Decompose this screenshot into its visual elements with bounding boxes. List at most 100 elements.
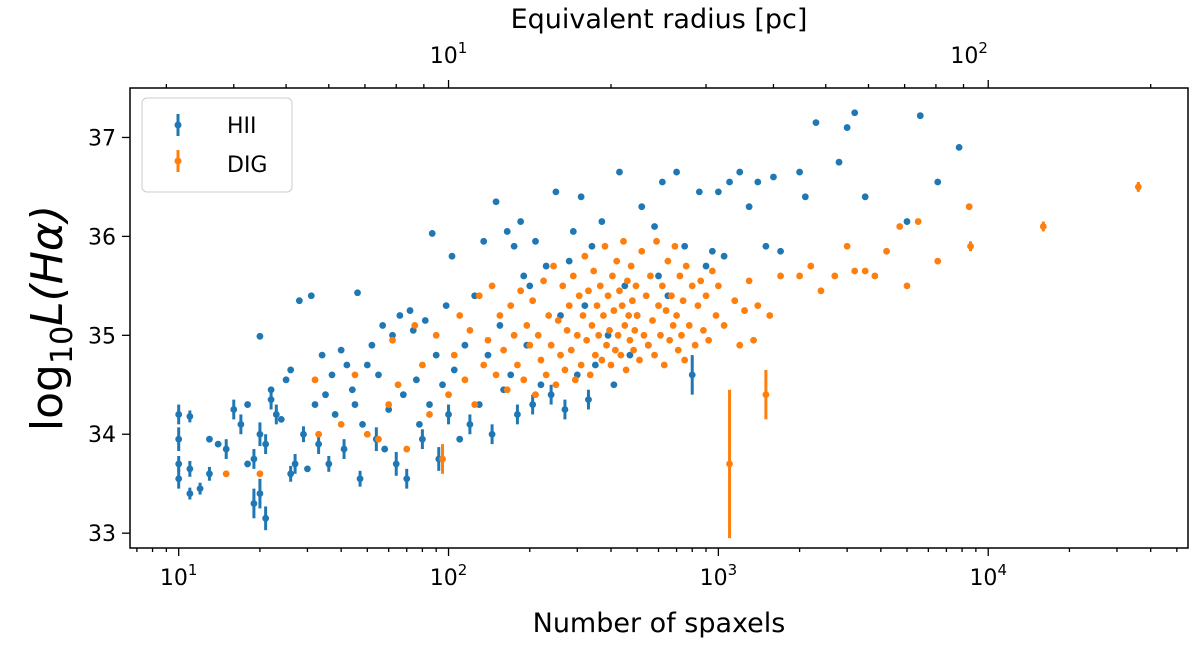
hii-point: [426, 401, 433, 408]
data-point: [585, 396, 592, 404]
hii-point: [331, 411, 339, 418]
data-point: [653, 237, 660, 245]
dig-point: [750, 336, 757, 344]
data-point: [662, 307, 670, 314]
hii-point: [399, 391, 407, 399]
data-point: [256, 332, 264, 340]
hii-point: [287, 465, 295, 482]
data-point: [359, 420, 366, 428]
dig-point: [766, 312, 774, 319]
dig-point: [617, 351, 625, 359]
hii-point: [237, 414, 245, 435]
data-point: [514, 411, 521, 418]
data-point: [396, 312, 404, 319]
data-point: [618, 302, 626, 310]
hii-point: [230, 399, 238, 420]
hii-point: [456, 435, 464, 443]
data-point: [416, 420, 423, 428]
data-point: [697, 277, 705, 285]
data-point: [676, 272, 684, 280]
data-point: [664, 257, 672, 265]
y-tick-label: 36: [88, 225, 116, 250]
hii-point: [547, 384, 555, 405]
data-point: [591, 361, 599, 369]
dig-point: [577, 361, 585, 369]
data-point: [315, 440, 323, 448]
data-point: [412, 376, 420, 384]
hii-point: [532, 237, 539, 245]
x-tick-label: 102: [430, 561, 468, 591]
data-point: [636, 356, 643, 364]
dig-point: [520, 376, 528, 384]
hii-point: [585, 389, 592, 410]
data-point: [450, 351, 458, 359]
data-point: [595, 331, 603, 339]
data-point: [691, 341, 699, 349]
dig-point: [673, 312, 680, 319]
dig-point: [843, 242, 851, 250]
legend-label-dig: DIG: [227, 153, 267, 178]
hii-point: [726, 178, 733, 186]
data-point: [720, 322, 728, 329]
hii-point: [658, 178, 666, 186]
data-point: [466, 326, 474, 334]
dig-point: [471, 401, 479, 408]
dig-point: [375, 435, 382, 443]
data-point: [456, 435, 464, 443]
hii-point: [175, 456, 183, 472]
dig-point: [640, 331, 648, 339]
hii-point: [616, 168, 623, 176]
data-point: [214, 440, 222, 448]
dig-point: [720, 322, 728, 329]
data-point: [591, 351, 599, 359]
dig-point: [610, 307, 618, 314]
data-point: [596, 282, 604, 290]
data-point: [571, 376, 579, 384]
dig-point: [883, 247, 890, 255]
data-point: [796, 272, 804, 280]
dig-point: [914, 218, 922, 225]
dig-point: [934, 257, 942, 265]
data-point: [488, 430, 496, 438]
hii-point: [196, 482, 204, 495]
data-point: [230, 406, 238, 413]
hii-point: [322, 391, 329, 399]
data-point: [745, 277, 753, 285]
data-point: [256, 470, 264, 478]
hii-point: [762, 242, 770, 250]
data-point: [593, 302, 601, 310]
data-point: [363, 430, 371, 438]
dig-point: [547, 341, 555, 349]
data-point: [649, 317, 656, 324]
dig-point: [604, 292, 612, 300]
hii-point: [561, 399, 569, 420]
dig-point: [626, 336, 634, 344]
data-point: [807, 262, 815, 270]
dig-point: [896, 223, 904, 230]
hii-point: [262, 506, 270, 531]
dig-point: [708, 267, 716, 275]
data-point: [754, 178, 762, 186]
data-point: [801, 193, 809, 201]
dig-point: [526, 341, 534, 349]
dig-point: [642, 292, 650, 300]
hii-point: [262, 434, 270, 455]
hii-point: [186, 410, 194, 423]
data-point: [287, 366, 295, 374]
data-point: [569, 272, 577, 280]
dig-point: [403, 445, 411, 453]
hii-point: [720, 252, 728, 260]
dig-point: [611, 346, 619, 354]
hii-point: [569, 228, 577, 235]
hii-point: [496, 322, 504, 329]
data-point: [766, 312, 774, 319]
dig-point: [609, 272, 616, 280]
hii-point: [375, 371, 382, 379]
dig-point: [817, 287, 825, 295]
hii-point: [565, 257, 573, 265]
dig-point: [726, 389, 733, 539]
hii-point: [695, 188, 703, 196]
data-point: [307, 292, 315, 300]
hii-point: [934, 178, 942, 186]
dig-point: [699, 326, 707, 334]
